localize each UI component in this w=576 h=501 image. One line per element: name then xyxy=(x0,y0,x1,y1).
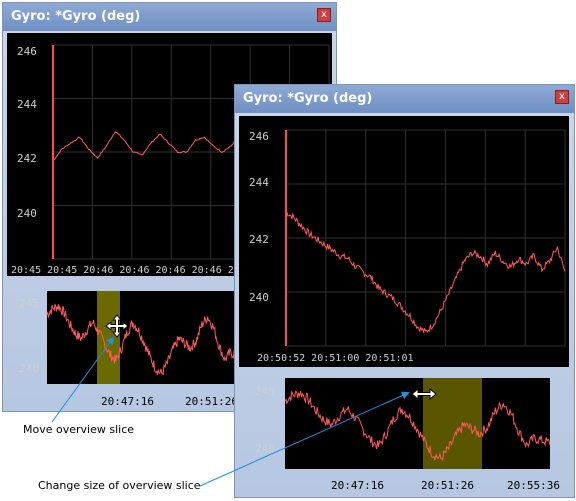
main-plot-canvas[interactable]: 246 244 242 240 20:50:52 20:51:00 20:51:… xyxy=(239,116,569,367)
y-tick-label: 245 xyxy=(255,385,275,398)
y-tick-label: 246 xyxy=(17,45,37,58)
x-tick-labels: 20:50:52 20:51:00 20:51:01 xyxy=(257,353,414,364)
y-tick-label: 245 xyxy=(19,297,39,310)
window-titlebar[interactable]: Gyro: *Gyro (deg) x xyxy=(3,3,336,31)
overview-plot[interactable] xyxy=(284,378,551,469)
main-plot[interactable]: 246 244 242 240 20:50:52 20:51:00 20:51:… xyxy=(239,116,569,367)
plot-grid xyxy=(285,129,566,347)
resize-annotation: Change size of overview slice xyxy=(38,479,201,492)
close-button[interactable]: x xyxy=(317,8,331,22)
y-tick-label: 244 xyxy=(17,98,37,111)
overview-y-axis: 245 240 xyxy=(255,385,275,455)
overview-series-line xyxy=(284,390,551,462)
overview-x-tick: 20:55:36 xyxy=(507,479,560,492)
x-tick-labels: 20:45 20:45 20:46 20:46 20:46 20:46 20:4… xyxy=(11,265,294,276)
y-tick-label: 242 xyxy=(17,152,37,165)
y-tick-label: 240 xyxy=(17,207,37,220)
window-title: Gyro: *Gyro (deg) xyxy=(11,9,141,24)
gyro-window-1[interactable]: Gyro: *Gyro (deg) x 246 244 242 240 20:4… xyxy=(2,2,337,412)
move-cursor-icon xyxy=(105,314,129,338)
resize-cursor-icon xyxy=(411,387,437,401)
y-tick-label: 246 xyxy=(249,130,269,143)
window-title: Gyro: *Gyro (deg) xyxy=(243,91,373,106)
overview-x-tick: 20:51:26 xyxy=(185,395,238,408)
overview-x-tick: 20:47:16 xyxy=(331,479,384,492)
y-tick-label: 244 xyxy=(249,176,269,189)
window-titlebar[interactable]: Gyro: *Gyro (deg) x xyxy=(235,85,574,113)
overview-series-line xyxy=(46,303,243,376)
close-button[interactable]: x xyxy=(555,90,569,104)
gyro-window-2[interactable]: Gyro: *Gyro (deg) x 246 244 242 240 20:5… xyxy=(234,84,575,498)
resize-annotation-arrow xyxy=(199,391,410,487)
y-tick-label: 242 xyxy=(249,233,269,246)
overview-y-axis: 245 240 xyxy=(19,297,39,375)
y-tick-label: 240 xyxy=(249,291,269,304)
move-annotation: Move overview slice xyxy=(23,423,135,436)
move-annotation-arrow xyxy=(51,336,115,423)
overview-x-tick: 20:51:26 xyxy=(421,479,474,492)
series-line xyxy=(285,211,566,334)
overview-plot[interactable] xyxy=(46,291,243,384)
y-tick-label: 240 xyxy=(255,442,275,455)
overview-x-tick: 20:47:16 xyxy=(101,395,154,408)
y-tick-label: 240 xyxy=(19,362,39,375)
